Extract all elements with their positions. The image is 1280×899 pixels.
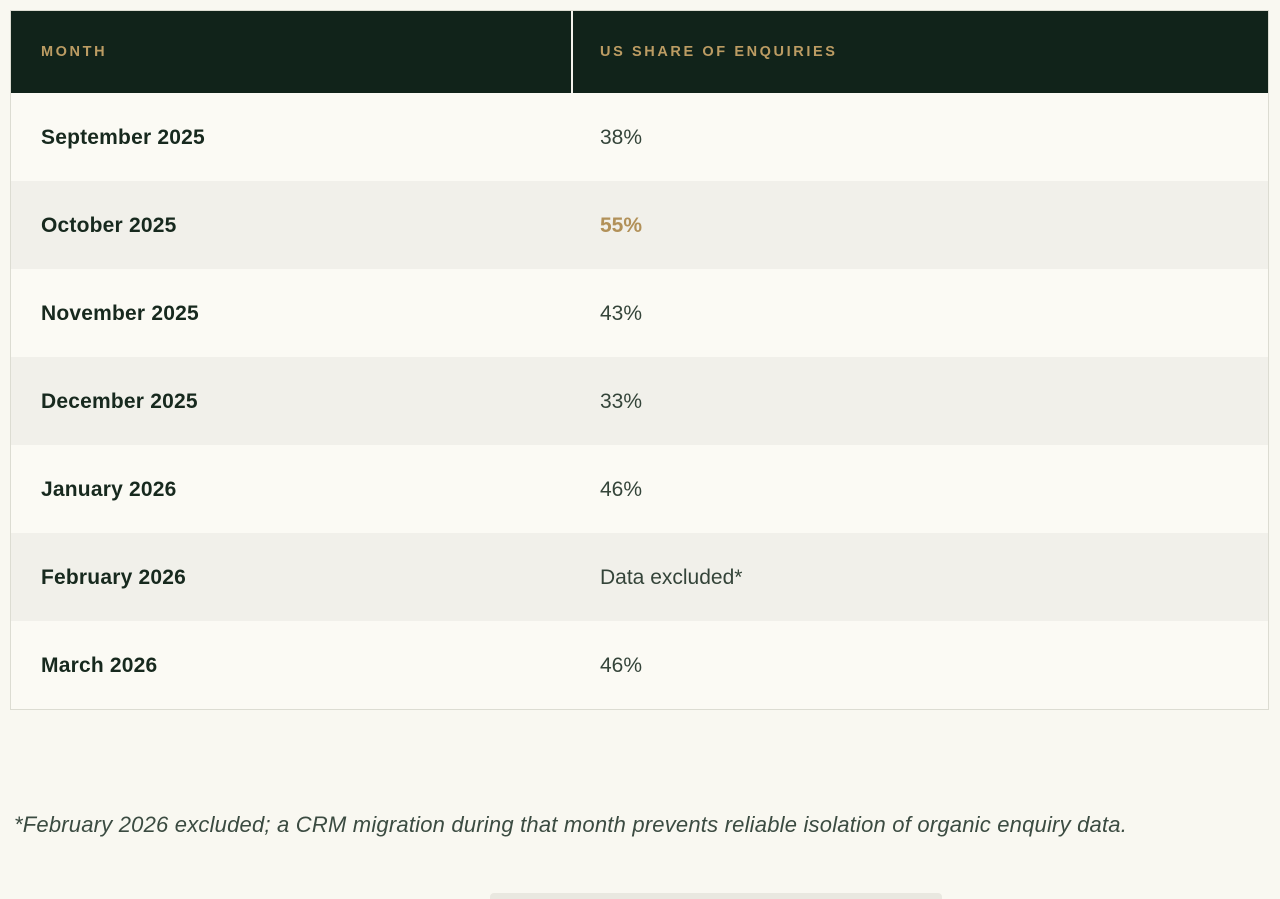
month-cell: September 2025 bbox=[41, 125, 205, 149]
table-row: March 2026 46% bbox=[11, 621, 1268, 709]
column-header-us-share: US SHARE OF ENQUIRIES bbox=[600, 44, 838, 60]
table-header-row: MONTH US SHARE OF ENQUIRIES bbox=[11, 11, 1268, 93]
table-row: January 2026 46% bbox=[11, 445, 1268, 533]
footnote: *February 2026 excluded; a CRM migration… bbox=[14, 812, 1128, 837]
month-cell: October 2025 bbox=[41, 213, 177, 237]
us-enquiries-table: MONTH US SHARE OF ENQUIRIES September 20… bbox=[10, 10, 1269, 710]
table-row: September 2025 38% bbox=[11, 93, 1268, 181]
month-cell: December 2025 bbox=[41, 389, 198, 413]
value-cell: 46% bbox=[600, 653, 643, 677]
value-cell: 33% bbox=[600, 389, 643, 413]
table-row: February 2026 Data excluded* bbox=[11, 533, 1268, 621]
column-header-month: MONTH bbox=[41, 44, 108, 60]
month-cell: March 2026 bbox=[41, 653, 158, 677]
month-cell: January 2026 bbox=[41, 477, 177, 501]
value-cell: 43% bbox=[600, 301, 643, 325]
value-cell: Data excluded* bbox=[600, 565, 743, 589]
table-row: November 2025 43% bbox=[11, 269, 1268, 357]
bottom-peek-element bbox=[490, 893, 942, 899]
month-cell: February 2026 bbox=[41, 565, 187, 589]
value-cell: 46% bbox=[600, 477, 643, 501]
table-row: October 2025 55% bbox=[11, 181, 1268, 269]
table-body: September 2025 38% October 2025 55% Nove… bbox=[11, 93, 1268, 709]
month-cell: November 2025 bbox=[41, 301, 199, 325]
value-cell: 38% bbox=[600, 125, 643, 149]
value-cell: 55% bbox=[600, 213, 643, 237]
table-row: December 2025 33% bbox=[11, 357, 1268, 445]
header-column-divider bbox=[571, 11, 573, 93]
